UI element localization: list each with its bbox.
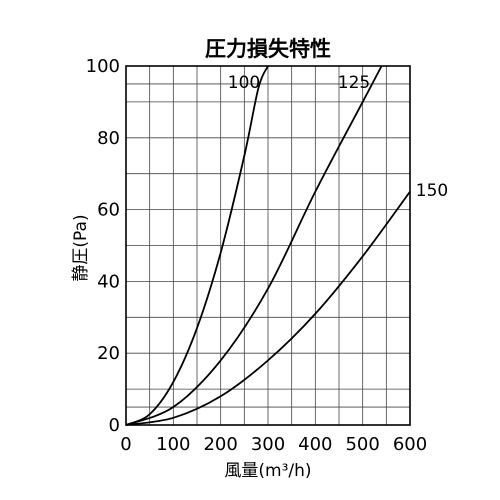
curve-label-150: 150: [416, 181, 448, 201]
x-tick-label: 200: [203, 434, 237, 455]
y-tick-label: 40: [97, 271, 120, 292]
x-tick-label: 600: [393, 434, 427, 455]
grid-layer: [126, 66, 410, 425]
label-layer: 0 100 200 300 400 500 600 0 20 40 60 80 100 100 125 150: [86, 56, 449, 455]
curve-layer: [125, 65, 411, 426]
x-tick-label: 400: [298, 434, 332, 455]
y-tick-label: 80: [97, 128, 120, 149]
curve-125: [125, 65, 383, 426]
y-tick-label: 20: [97, 343, 120, 364]
x-axis-title: 風量(m³/h): [224, 461, 311, 481]
curve-label-125: 125: [338, 73, 370, 93]
y-tick-label: 60: [97, 200, 120, 221]
curve-150: [125, 191, 411, 426]
y-tick-label: 0: [109, 415, 120, 436]
y-axis-title: 静圧(Pa): [71, 214, 91, 281]
x-tick-label: 100: [156, 434, 190, 455]
x-tick-label: 300: [251, 434, 285, 455]
x-tick-label: 500: [345, 434, 379, 455]
chart-title: 圧力損失特性: [205, 37, 331, 61]
curve-label-100: 100: [228, 73, 260, 93]
curve-100: [125, 65, 269, 426]
x-tick-label: 0: [120, 434, 131, 455]
y-tick-label: 100: [86, 56, 120, 77]
